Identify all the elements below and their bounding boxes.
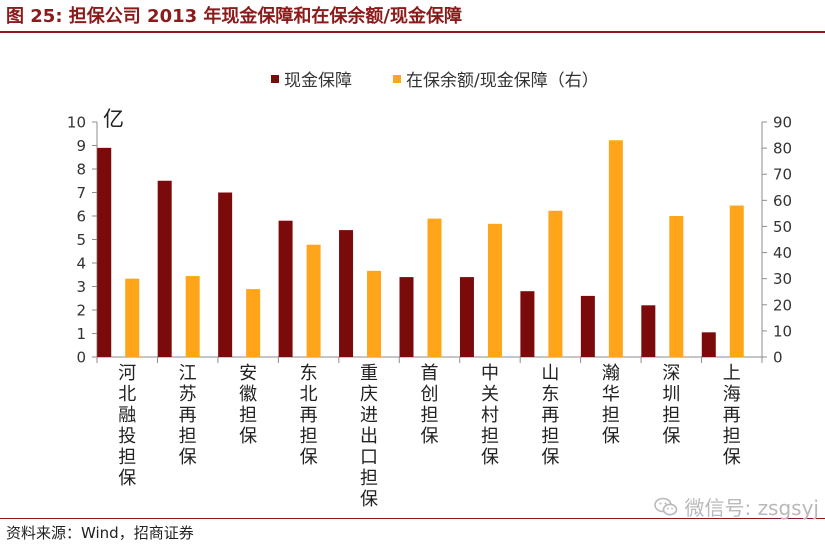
right-tick-label: 30 — [773, 270, 792, 288]
left-tick-label: 7 — [76, 184, 86, 202]
footer-divider — [0, 518, 825, 519]
left-axis-unit: 亿 — [103, 107, 124, 131]
category-label: 中关村担保 — [481, 363, 499, 468]
left-tick-label: 1 — [76, 325, 86, 343]
right-tick-label: 0 — [773, 349, 783, 367]
bar-guarantee-ratio — [427, 218, 442, 357]
category-label: 瀚华担保 — [602, 363, 620, 447]
left-tick-label: 0 — [76, 349, 86, 367]
watermark: 微信号: zsgsyj — [654, 492, 819, 521]
bar-guarantee-ratio — [608, 140, 623, 357]
bar-guarantee-ratio — [487, 223, 502, 357]
bar-guarantee-ratio — [125, 278, 140, 357]
left-tick-label: 6 — [76, 208, 86, 226]
left-tick-label: 8 — [76, 161, 86, 179]
bar-guarantee-ratio — [548, 210, 563, 357]
bar-guarantee-ratio — [306, 244, 321, 357]
bar-cash-guarantee — [218, 192, 233, 357]
category-label: 深圳担保 — [662, 363, 680, 447]
bar-cash-guarantee — [520, 291, 535, 357]
legend-swatch-cash — [271, 75, 279, 83]
left-tick-label: 10 — [67, 114, 86, 132]
right-tick-label: 80 — [773, 140, 792, 158]
category-label: 河北融投担保 — [118, 363, 136, 489]
right-tick-label: 10 — [773, 322, 792, 340]
wechat-icon — [654, 497, 678, 515]
right-tick-label: 70 — [773, 166, 792, 184]
category-label: 东北再担保 — [300, 363, 318, 468]
right-tick-label: 90 — [773, 114, 792, 132]
title-divider — [0, 31, 825, 33]
legend-label-cash: 现金保障 — [284, 71, 352, 91]
legend-swatch-ratio — [393, 75, 401, 83]
bar-cash-guarantee — [580, 295, 595, 357]
left-tick-label: 9 — [76, 137, 86, 155]
category-label: 山东再担保 — [541, 363, 559, 468]
bar-guarantee-ratio — [246, 289, 261, 357]
bar-cash-guarantee — [157, 180, 172, 357]
figure-title: 图 25: 担保公司 2013 年现金保障和在保余额/现金保障 — [6, 6, 462, 27]
bar-guarantee-ratio — [729, 205, 744, 357]
right-tick-label: 50 — [773, 218, 792, 236]
watermark-text: 微信号: zsgsyj — [684, 496, 819, 520]
right-tick-label: 40 — [773, 244, 792, 262]
left-tick-label: 5 — [76, 231, 86, 249]
left-tick-label: 3 — [76, 278, 86, 296]
category-label: 江苏再担保 — [179, 363, 197, 468]
category-label: 首创担保 — [421, 363, 439, 447]
bar-cash-guarantee — [97, 147, 112, 357]
category-label: 上海再担保 — [723, 363, 741, 468]
bar-cash-guarantee — [701, 332, 716, 357]
bar-guarantee-ratio — [185, 276, 200, 357]
category-label: 安徽担保 — [239, 363, 257, 447]
right-tick-label: 20 — [773, 296, 792, 314]
bar-cash-guarantee — [459, 277, 474, 357]
bar-guarantee-ratio — [367, 270, 382, 357]
source-note: 资料来源：Wind，招商证券 — [6, 524, 194, 542]
bar-cash-guarantee — [339, 230, 354, 357]
bar-cash-guarantee — [278, 220, 293, 357]
legend-label-ratio: 在保余额/现金保障（右） — [406, 71, 599, 91]
bar-guarantee-ratio — [669, 216, 684, 357]
category-label: 重庆进出口担保 — [360, 363, 378, 510]
right-tick-label: 60 — [773, 192, 792, 210]
left-tick-label: 4 — [76, 255, 86, 273]
bar-cash-guarantee — [641, 305, 656, 357]
left-tick-label: 2 — [76, 302, 86, 320]
bar-cash-guarantee — [399, 277, 414, 357]
